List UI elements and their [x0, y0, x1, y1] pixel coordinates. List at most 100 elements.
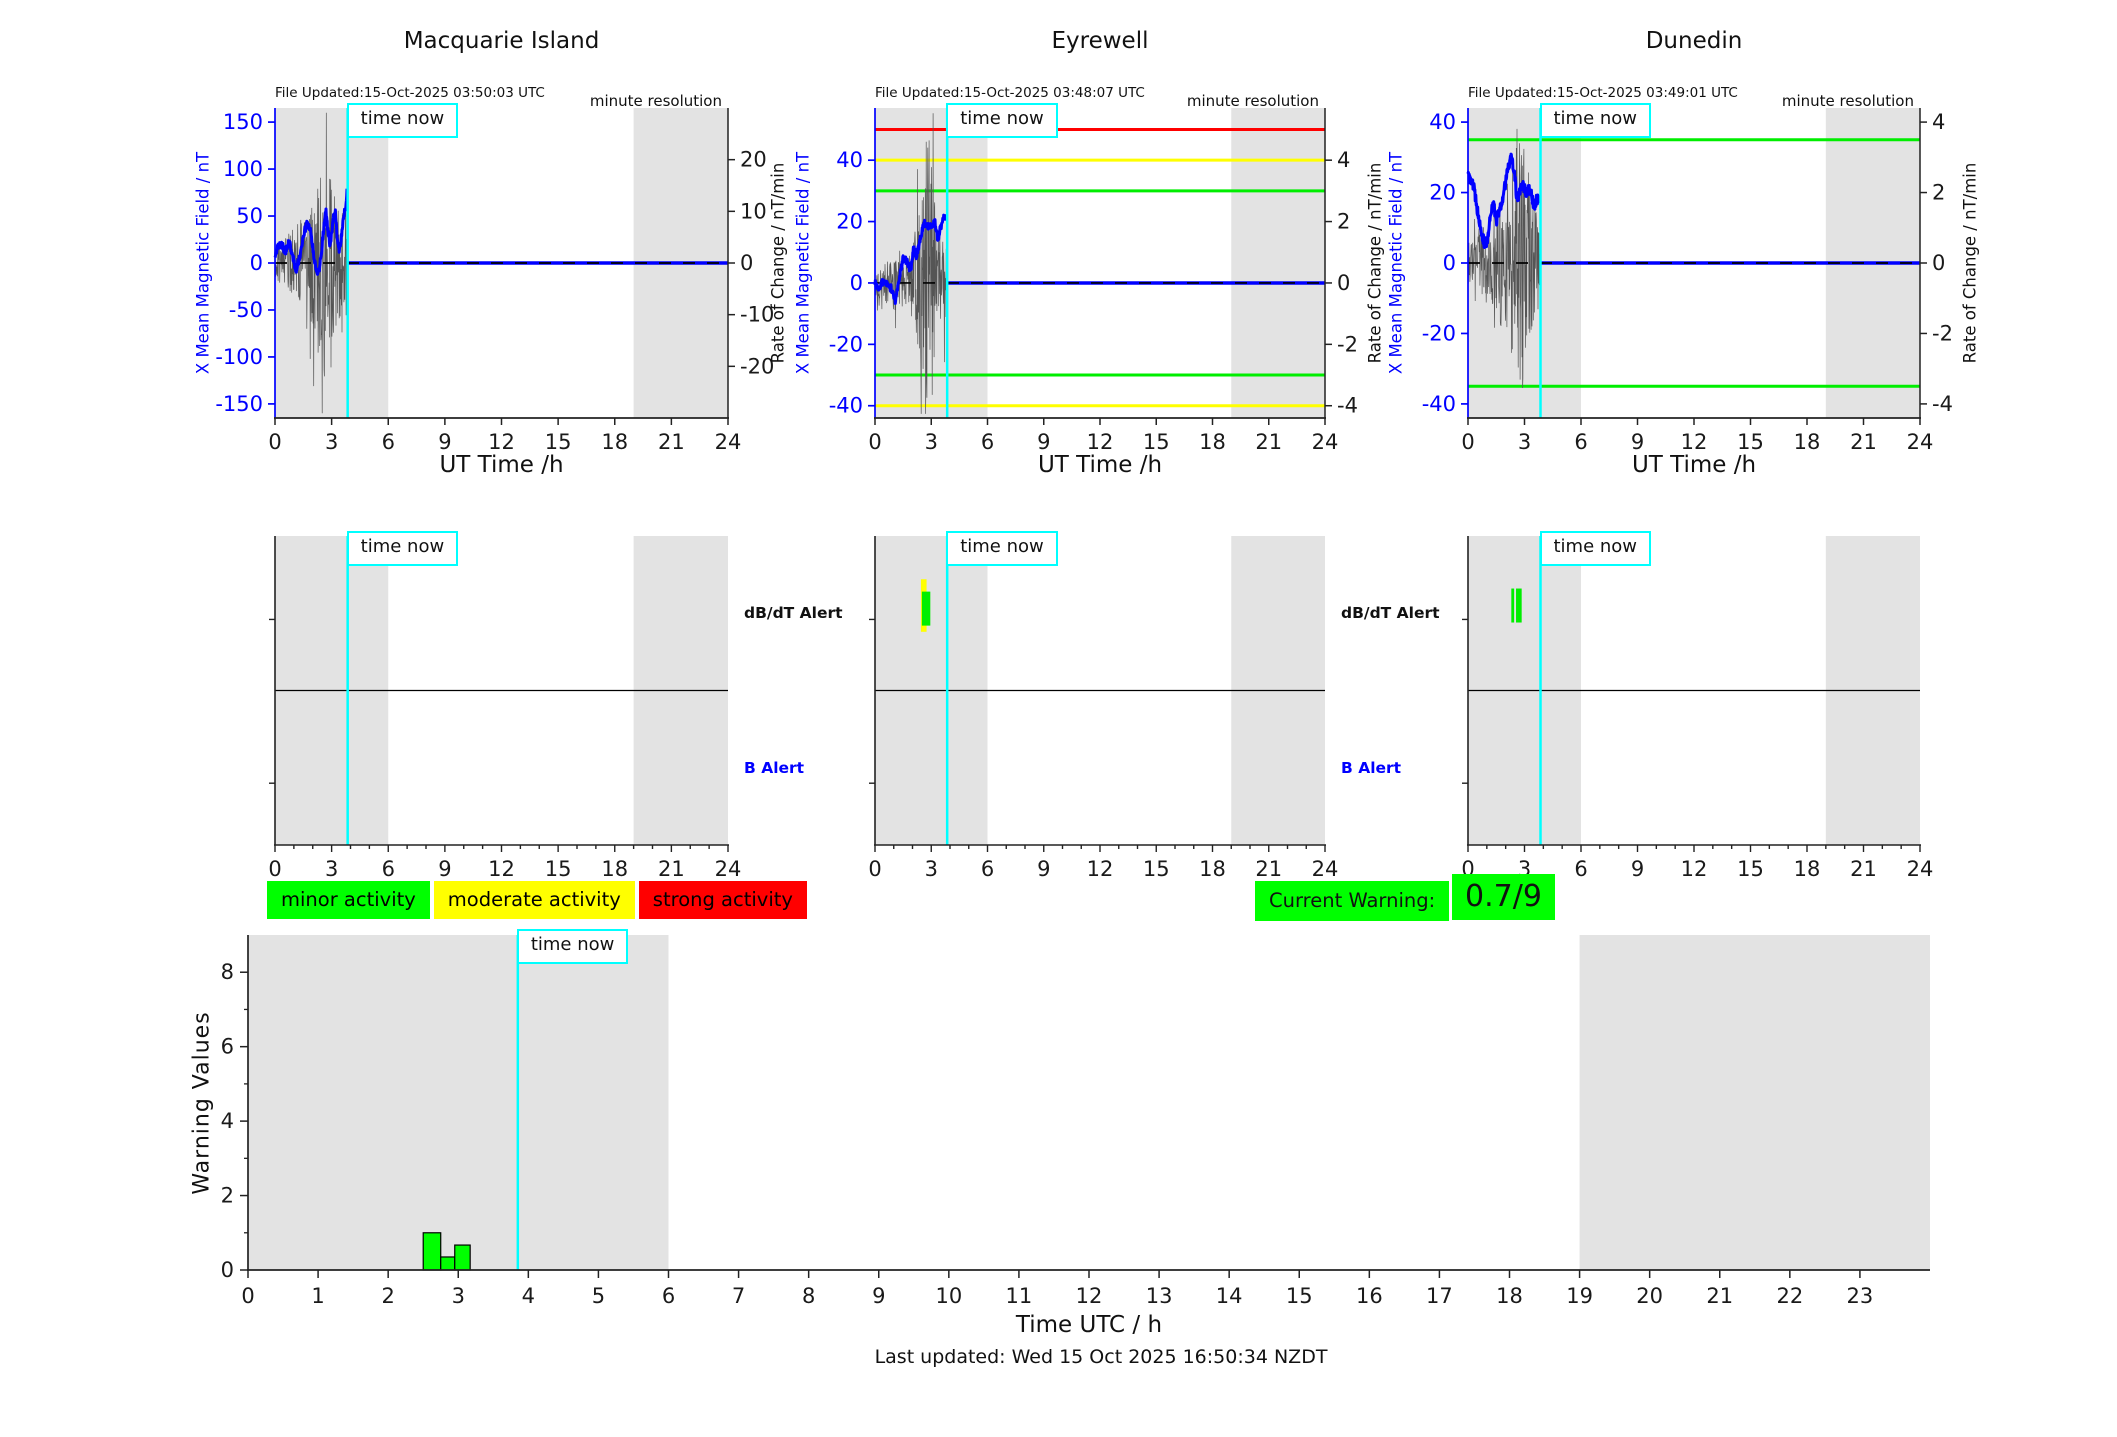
time-utc-axis-title: Time UTC / h — [1015, 1312, 1163, 1338]
svg-text:-10: -10 — [740, 303, 774, 327]
svg-text:3: 3 — [325, 857, 338, 881]
svg-text:12: 12 — [488, 857, 515, 881]
station-title: Macquarie Island — [403, 28, 600, 54]
right-axis-title: Rate of Change / nT/min — [768, 162, 788, 364]
x-axis-title: UT Time /h — [1037, 452, 1163, 478]
strong-activity-legend: strong activity — [638, 881, 807, 919]
svg-text:12: 12 — [1087, 857, 1114, 881]
svg-text:150: 150 — [223, 110, 263, 134]
svg-text:-50: -50 — [229, 298, 263, 322]
svg-text:4: 4 — [1337, 148, 1350, 172]
svg-text:7: 7 — [732, 1284, 745, 1308]
svg-text:18: 18 — [1199, 857, 1226, 881]
moderate-activity-legend: moderate activity — [433, 881, 635, 919]
station-title: Dunedin — [1645, 28, 1743, 54]
svg-text:24: 24 — [715, 857, 742, 881]
svg-text:-2: -2 — [1932, 321, 1953, 345]
svg-text:3: 3 — [325, 430, 338, 454]
dbdt-alert-label: dB/dT Alert — [1341, 604, 1440, 623]
svg-text:18: 18 — [1496, 1284, 1523, 1308]
svg-text:40: 40 — [836, 148, 863, 172]
svg-text:0: 0 — [1443, 251, 1456, 275]
svg-text:18: 18 — [1199, 430, 1226, 454]
b-alert-label: B Alert — [744, 758, 805, 777]
svg-text:6: 6 — [981, 430, 994, 454]
svg-text:21: 21 — [1706, 1284, 1733, 1308]
svg-text:2: 2 — [221, 1184, 234, 1208]
last-updated-text: Last updated: Wed 15 Oct 2025 16:50:34 N… — [874, 1346, 1328, 1368]
time-now-annotation: time now — [946, 531, 1058, 566]
time-now-annotation: time now — [1539, 531, 1652, 566]
warning-values-axis-title: Warning Values — [189, 1010, 215, 1195]
svg-text:6: 6 — [221, 1035, 234, 1059]
minor-activity-legend: minor activity — [267, 881, 430, 919]
svg-text:4: 4 — [221, 1109, 234, 1133]
svg-text:16: 16 — [1356, 1284, 1383, 1308]
svg-text:15: 15 — [1737, 430, 1764, 454]
svg-text:-20: -20 — [1422, 321, 1456, 345]
svg-text:20: 20 — [740, 148, 767, 172]
svg-text:0: 0 — [850, 271, 863, 295]
svg-text:-100: -100 — [215, 345, 263, 369]
station-title: Eyrewell — [1051, 28, 1149, 54]
svg-text:6: 6 — [981, 857, 994, 881]
svg-text:10: 10 — [935, 1284, 962, 1308]
svg-text:1: 1 — [311, 1284, 324, 1308]
svg-text:15: 15 — [545, 430, 572, 454]
svg-text:12: 12 — [488, 430, 515, 454]
svg-text:-150: -150 — [215, 392, 263, 416]
svg-text:24: 24 — [715, 430, 742, 454]
svg-text:-4: -4 — [1932, 392, 1953, 416]
left-axis-title: X Mean Magnetic Field / nT — [1386, 151, 1406, 375]
svg-text:0: 0 — [1932, 251, 1945, 275]
svg-text:12: 12 — [1076, 1284, 1103, 1308]
current-warning-value: 0.7/9 — [1452, 874, 1555, 920]
svg-text:9: 9 — [1037, 857, 1050, 881]
svg-text:40: 40 — [1429, 110, 1456, 134]
svg-text:21: 21 — [1850, 857, 1877, 881]
svg-text:13: 13 — [1146, 1284, 1173, 1308]
svg-text:3: 3 — [452, 1284, 465, 1308]
svg-text:0: 0 — [221, 1258, 234, 1282]
svg-text:9: 9 — [872, 1284, 885, 1308]
svg-text:6: 6 — [382, 430, 395, 454]
right-axis-title: Rate of Change / nT/min — [1365, 162, 1385, 364]
svg-text:-4: -4 — [1337, 394, 1358, 418]
svg-text:4: 4 — [522, 1284, 535, 1308]
svg-text:0: 0 — [268, 430, 281, 454]
svg-text:21: 21 — [1255, 857, 1282, 881]
right-axis-title: Rate of Change / nT/min — [1960, 162, 1980, 364]
svg-text:3: 3 — [925, 857, 938, 881]
svg-text:24: 24 — [1312, 857, 1339, 881]
minute-resolution-label: minute resolution — [1186, 92, 1319, 110]
svg-text:3: 3 — [925, 430, 938, 454]
alert-chart-2: 0 3 6 9 12 15 18 21 24 — [1461, 536, 1933, 881]
svg-text:11: 11 — [1006, 1284, 1033, 1308]
svg-text:18: 18 — [1794, 857, 1821, 881]
svg-text:18: 18 — [601, 857, 628, 881]
time-now-annotation: time now — [346, 103, 459, 138]
svg-text:15: 15 — [1286, 1284, 1313, 1308]
svg-text:0: 0 — [268, 857, 281, 881]
svg-text:50: 50 — [236, 204, 263, 228]
svg-text:8: 8 — [221, 960, 234, 984]
x-axis-title: UT Time /h — [439, 452, 564, 478]
time-now-annotation: time now — [346, 531, 459, 566]
svg-text:-40: -40 — [1422, 392, 1456, 416]
svg-text:2: 2 — [1932, 181, 1945, 205]
svg-text:6: 6 — [1574, 857, 1587, 881]
svg-text:4: 4 — [1932, 110, 1945, 134]
minute-resolution-label: minute resolution — [1781, 92, 1914, 110]
left-axis-title: X Mean Magnetic Field / nT — [193, 151, 213, 375]
svg-text:17: 17 — [1426, 1284, 1453, 1308]
svg-text:15: 15 — [1143, 430, 1170, 454]
svg-text:19: 19 — [1566, 1284, 1593, 1308]
dbdt-alert-label: dB/dT Alert — [744, 604, 843, 623]
svg-text:6: 6 — [1574, 430, 1587, 454]
x-axis-title: UT Time /h — [1631, 452, 1757, 478]
svg-text:15: 15 — [1143, 857, 1170, 881]
svg-text:15: 15 — [1737, 857, 1764, 881]
svg-text:9: 9 — [1631, 857, 1644, 881]
svg-text:20: 20 — [1636, 1284, 1663, 1308]
svg-text:12: 12 — [1087, 430, 1114, 454]
